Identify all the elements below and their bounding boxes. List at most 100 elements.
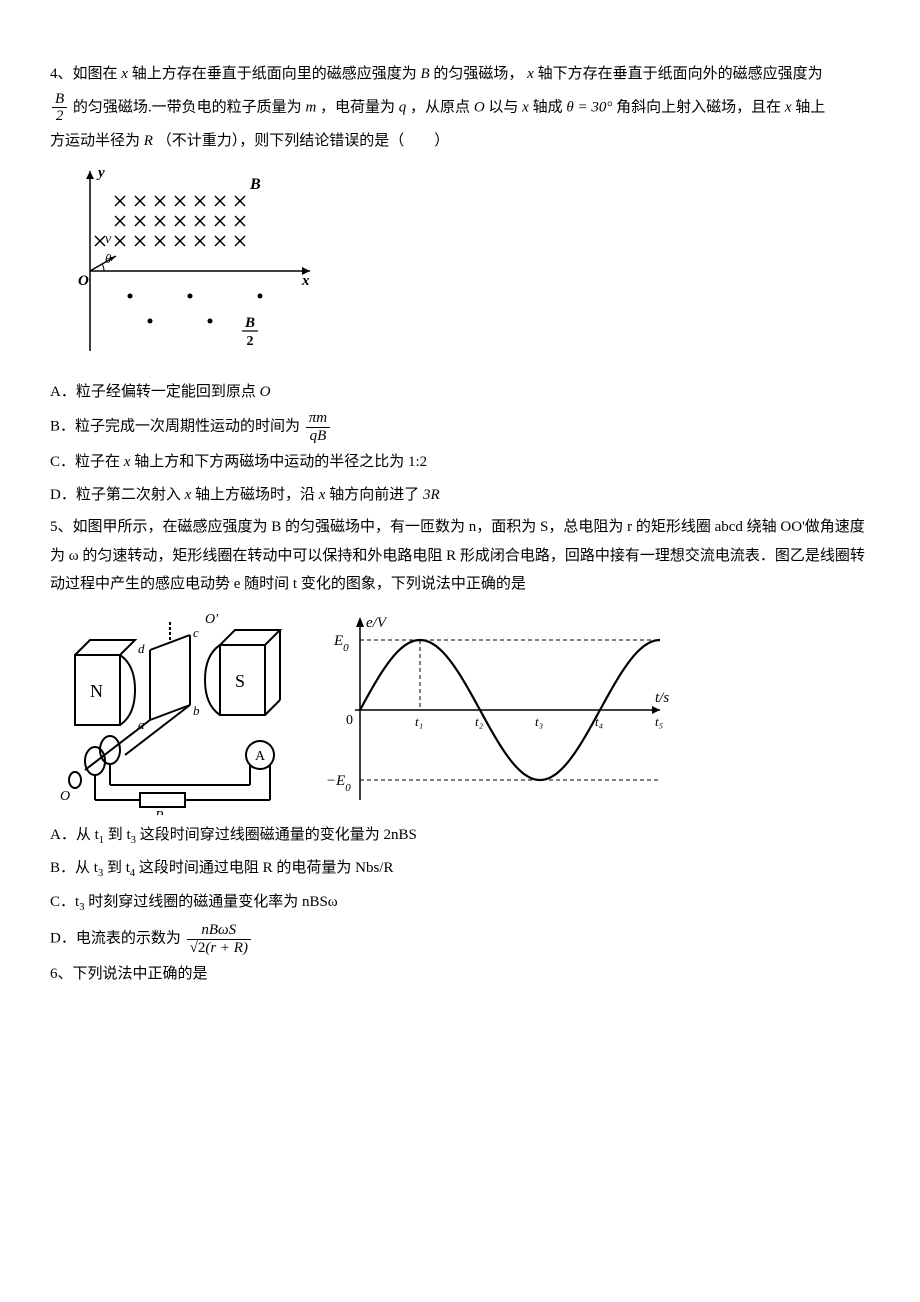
sub: 3 [98, 868, 103, 879]
var-x: x [527, 66, 534, 82]
option-text: C．粒子在 [50, 454, 120, 470]
var-x: x [319, 487, 326, 503]
q4-text: 4、如图在 [50, 66, 118, 82]
q5-option-c: C．t3 时刻穿过线圈的磁通量变化率为 nBSω [50, 888, 870, 918]
svg-text:c: c [193, 625, 199, 640]
svg-text:O: O [78, 273, 89, 289]
svg-text:B: B [244, 315, 255, 331]
opt-text: 时刻穿过线圈的磁通量变化率为 nBSω [88, 894, 337, 910]
q4-text: （不计重力），则下列结论错误的是（ ） [157, 133, 450, 149]
var-x: x [124, 454, 131, 470]
opt-text: B．从 t [50, 860, 98, 876]
fraction-num: πm [306, 410, 330, 428]
var-x: x [785, 99, 792, 115]
q5-figure-left: NSdcabO'RAO [50, 605, 300, 815]
option-text: 轴上方磁场时，沿 [195, 487, 315, 503]
value-3R: 3R [423, 487, 440, 503]
svg-text:d: d [138, 641, 145, 656]
q5-paragraph: 5、如图甲所示，在磁感应强度为 B 的匀强磁场中，有一匝数为 n，面积为 S，总… [50, 513, 870, 599]
sub: 3 [79, 902, 84, 913]
svg-text:θ: θ [105, 251, 112, 266]
q4-svg: BvθOyxB2 [50, 161, 310, 361]
fraction-num: nBωS [187, 922, 251, 940]
q5-text: 5、如图甲所示，在磁感应强度为 B 的匀强磁场中，有一匝数为 n，面积为 S，总… [50, 519, 865, 592]
svg-text:t₂: t₂ [475, 714, 484, 729]
q4-text: 轴成 [533, 99, 563, 115]
fraction-num: B [52, 91, 67, 109]
svg-text:t/s: t/s [655, 690, 669, 706]
q4-text: 轴下方存在垂直于纸面向外的磁感应强度为 [538, 66, 823, 82]
opt-text: D．电流表的示数为 [50, 931, 181, 947]
q4-text: 以与 [488, 99, 518, 115]
q4-text: ，从原点 [410, 99, 470, 115]
opt-text: C．t [50, 894, 79, 910]
svg-text:S: S [235, 671, 245, 691]
opt-text: 这段时间通过电阻 R 的电荷量为 Nbs/R [139, 860, 394, 876]
q4-option-b: B．粒子完成一次周期性运动的时间为 πm qB [50, 410, 870, 444]
angle: θ = 30° [566, 99, 612, 115]
q4-text: 轴上 [795, 99, 825, 115]
var-x: x [185, 487, 192, 503]
q5-figure-right: t₁ t₂ t₃ t₄ t₅ e/V t/s 0 E0 −E0 [310, 605, 670, 815]
fraction-den: qB [306, 428, 330, 445]
q4-paragraph-2: B 2 的匀强磁场.一带负电的粒子质量为 m ，电荷量为 q ，从原点 O 以与… [50, 91, 870, 125]
svg-text:−E0: −E0 [326, 773, 351, 794]
opt-text: 到 t [108, 827, 131, 843]
q5-option-b: B．从 t3 到 t4 这段时间通过电阻 R 的电荷量为 Nbs/R [50, 854, 870, 884]
q4-text: 方运动半径为 [50, 133, 140, 149]
var-R: R [144, 133, 153, 149]
q4-text: 的匀强磁场， [433, 66, 523, 82]
q5-figure-row: NSdcabO'RAO t₁t₂t₃t₄t₅e/Vt/s0E0−E0 [50, 605, 870, 815]
svg-text:t₁: t₁ [415, 714, 423, 729]
q4-figure: BvθOyxB2 [50, 161, 870, 372]
opt-text: A．从 t [50, 827, 99, 843]
var-q: q [399, 99, 407, 115]
q4-option-d: D．粒子第二次射入 x 轴上方磁场时，沿 x 轴方向前进了 3R [50, 481, 870, 510]
svg-text:e/V: e/V [366, 615, 388, 631]
q6-text: 6、下列说法中正确的是 [50, 966, 208, 982]
q5-option-a: A．从 t1 到 t3 这段时间穿过线圈磁通量的变化量为 2nBS [50, 821, 870, 851]
q4-option-c: C．粒子在 x 轴上方和下方两磁场中运动的半径之比为 1:2 [50, 448, 870, 477]
svg-text:t₅: t₅ [655, 714, 663, 729]
svg-text:b: b [193, 703, 200, 718]
fraction-B2: B 2 [52, 91, 67, 125]
den-post: (r + R) [205, 940, 248, 956]
svg-text:0: 0 [346, 713, 353, 728]
q5-option-d: D．电流表的示数为 nBωS √2(r + R) [50, 922, 870, 956]
svg-text:N: N [90, 681, 103, 701]
var-O: O [474, 99, 485, 115]
svg-text:2: 2 [247, 334, 254, 349]
var-O: O [260, 384, 271, 400]
svg-text:x: x [301, 273, 310, 289]
var-B: B [420, 66, 429, 82]
q4-paragraph-3: 方运动半径为 R （不计重力），则下列结论错误的是（ ） [50, 127, 870, 156]
svg-text:v: v [105, 232, 112, 247]
svg-text:t₃: t₃ [535, 714, 543, 729]
var-x: x [522, 99, 529, 115]
svg-text:A: A [255, 749, 266, 764]
svg-text:y: y [96, 165, 105, 181]
option-text: 轴方向前进了 [329, 487, 419, 503]
q6-paragraph: 6、下列说法中正确的是 [50, 960, 870, 989]
opt-text: 这段时间穿过线圈磁通量的变化量为 2nBS [140, 827, 417, 843]
option-text: D．粒子第二次射入 [50, 487, 181, 503]
opt-text: 到 t [107, 860, 130, 876]
fraction-pm-qb: πm qB [306, 410, 330, 444]
sub: 4 [130, 868, 135, 879]
var-x: x [121, 66, 128, 82]
svg-text:O: O [60, 789, 70, 804]
svg-text:R: R [154, 809, 164, 815]
q4-text: 轴上方存在垂直于纸面向里的磁感应强度为 [132, 66, 417, 82]
q4-paragraph: 4、如图在 x 轴上方存在垂直于纸面向里的磁感应强度为 B 的匀强磁场， x 轴… [50, 60, 870, 89]
svg-text:E0: E0 [333, 633, 349, 654]
fraction-den: 2 [52, 108, 67, 125]
sqrt: √2 [190, 940, 206, 956]
option-text: B．粒子完成一次周期性运动的时间为 [50, 418, 300, 434]
ratio: 1:2 [408, 454, 427, 470]
q4-text: 角斜向上射入磁场，且在 [616, 99, 781, 115]
fraction-den: √2(r + R) [187, 940, 251, 957]
svg-text:t₄: t₄ [595, 714, 604, 729]
option-text: A．粒子经偏转一定能回到原点 [50, 384, 256, 400]
option-text: 轴上方和下方两磁场中运动的半径之比为 [134, 454, 404, 470]
q4-text: 的匀强磁场.一带负电的粒子质量为 [73, 99, 302, 115]
